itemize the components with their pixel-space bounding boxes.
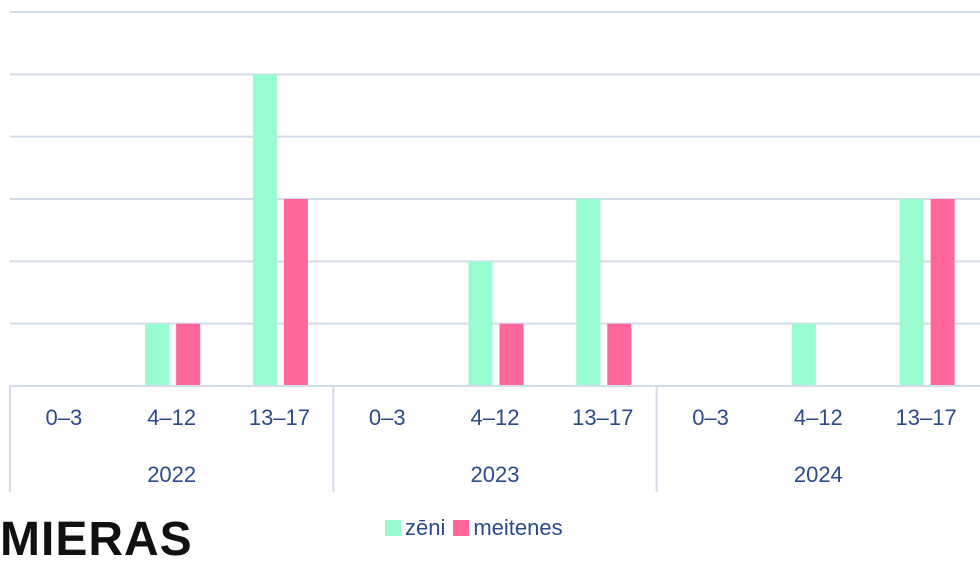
category-tick-label: 4–12 bbox=[147, 405, 196, 430]
bar-girls bbox=[930, 199, 955, 386]
bar-chart: 0–3 4–12 13–17 2022 0–3 4–12 13–17 2023 0–3 4–12 1… bbox=[9, 11, 980, 492]
category-tick-label: 13–17 bbox=[572, 405, 633, 430]
bar-girls bbox=[283, 199, 308, 386]
legend-swatch-girls bbox=[453, 520, 470, 536]
bar-boys bbox=[145, 323, 170, 386]
bar-boys bbox=[252, 74, 277, 386]
group-label: 2024 bbox=[794, 462, 843, 487]
category-tick-label: 4–12 bbox=[794, 405, 843, 430]
gridlines bbox=[10, 11, 980, 387]
category-tick-label: 13–17 bbox=[896, 405, 957, 430]
legend-label-boys: zēni bbox=[405, 515, 446, 540]
category-tick-label: 13–17 bbox=[249, 405, 310, 430]
category-tick-label: 0–3 bbox=[692, 405, 729, 430]
logo: MIERAS bbox=[0, 513, 193, 566]
category-axis: 0–3 4–12 13–17 2022 0–3 4–12 13–17 2023 0–3 4–12 1… bbox=[9, 385, 980, 492]
bar-boys bbox=[576, 199, 601, 386]
bar-girls bbox=[176, 323, 201, 386]
bar-girls bbox=[607, 323, 632, 386]
category-tick-label: 4–12 bbox=[471, 405, 520, 430]
bar-boys bbox=[899, 199, 924, 386]
legend-item-boys: zēni bbox=[385, 515, 445, 541]
group-label: 2023 bbox=[471, 462, 520, 487]
category-tick-label: 0–3 bbox=[369, 405, 406, 430]
bar-boys bbox=[791, 323, 816, 386]
legend: zēni meitenes bbox=[385, 515, 563, 541]
bar-girls bbox=[499, 323, 524, 386]
legend-swatch-boys bbox=[385, 520, 401, 536]
group-label: 2022 bbox=[147, 462, 196, 487]
legend-item-girls: meitenes bbox=[453, 515, 563, 541]
legend-label-girls: meitenes bbox=[473, 515, 563, 540]
bar-boys bbox=[468, 261, 493, 386]
category-tick-label: 0–3 bbox=[46, 405, 83, 430]
bars bbox=[145, 74, 955, 386]
